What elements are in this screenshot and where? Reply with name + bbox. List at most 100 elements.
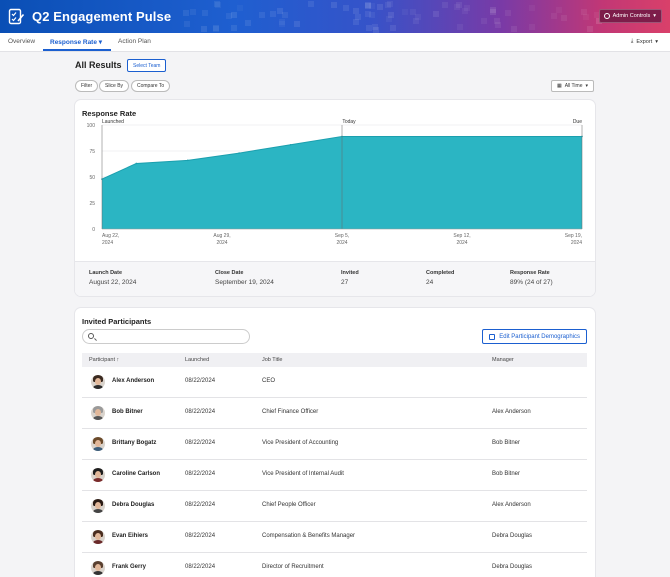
tab-overview[interactable]: Overview	[8, 38, 36, 45]
header-pattern-tile	[377, 3, 383, 10]
avatar	[91, 561, 105, 575]
stat-label: Completed	[426, 270, 455, 276]
manager-name: Bob Bitner	[492, 440, 521, 446]
column-launched[interactable]: Launched	[185, 357, 210, 363]
header-pattern-tile	[279, 20, 286, 27]
header-pattern-tile	[366, 24, 373, 31]
export-button[interactable]: ⤓ Export ▾	[631, 38, 658, 45]
avatar	[91, 406, 105, 420]
y-tick-label: 0	[92, 227, 95, 233]
calendar-icon: ▦	[556, 83, 562, 89]
table-row[interactable]: Caroline Carlson 08/22/2024 Vice President…	[82, 460, 587, 491]
table-row[interactable]: Debra Douglas 08/22/2024 Chief People Offi…	[82, 491, 587, 522]
tab-response-rate[interactable]: Response Rate ▾	[50, 38, 102, 46]
header-pattern-tile	[244, 19, 251, 26]
stat-completed: Completed 24	[426, 270, 454, 286]
header-pattern-tile	[353, 19, 360, 26]
tab-bar: Overview Response Rate ▾ Action Plan ⤓ E…	[0, 33, 670, 52]
invited-participants-title: Invited Participants	[82, 317, 152, 326]
header-pattern-tile	[401, 8, 408, 15]
compare-to-chip[interactable]: Compare To	[131, 80, 171, 92]
select-team-button[interactable]: Select Team	[127, 59, 167, 72]
x-tick-label-year: 2024	[102, 240, 113, 246]
header-pattern-tile	[352, 7, 359, 14]
app-header: Q2 Engagement Pulse Admin Controls ▾	[0, 0, 670, 33]
stat-value: 89% (24 of 27)	[510, 279, 553, 286]
search-icon	[88, 333, 94, 339]
header-pattern-tile	[560, 14, 567, 21]
caret-down-icon: ▾	[585, 83, 588, 89]
y-tick-label: 75	[89, 149, 95, 155]
header-pattern-tile	[582, 14, 589, 21]
table-row[interactable]: Evan Eihiers 08/22/2024 Compensation & Ben…	[82, 522, 587, 553]
header-pattern-tile	[307, 0, 314, 7]
launched-date: 08/22/2024	[185, 471, 216, 477]
participant-search-input[interactable]	[82, 329, 250, 344]
header-pattern-tile	[556, 7, 563, 14]
stat-value: September 19, 2024	[215, 279, 274, 286]
header-pattern-tile	[481, 17, 488, 24]
due-marker-label: Due	[573, 119, 582, 125]
response-stats: Launch Date August 22, 2024 Close Date S…	[75, 261, 595, 296]
column-participant[interactable]: Participant ↑	[89, 357, 119, 363]
table-header: Participant ↑ Launched Job Title Manager	[82, 353, 587, 367]
header-pattern-tile	[385, 1, 392, 8]
header-pattern-tile	[364, 2, 371, 9]
stat-value: 24	[426, 279, 434, 286]
stat-value: 27	[341, 279, 349, 286]
column-job-title[interactable]: Job Title	[262, 357, 283, 363]
filter-chip[interactable]: Filter	[75, 80, 99, 92]
tab-action-plan[interactable]: Action Plan	[118, 38, 151, 45]
launched-date: 08/22/2024	[185, 502, 216, 508]
avatar	[91, 375, 105, 389]
launched-date: 08/22/2024	[185, 564, 216, 570]
header-pattern-tile	[581, 9, 588, 16]
stat-label: Close Date	[215, 270, 244, 276]
table-row[interactable]: Bob Bitner 08/22/2024 Chief Finance Office…	[82, 398, 587, 429]
app-title: Q2 Engagement Pulse	[32, 9, 172, 24]
manager-name: Debra Douglas	[492, 533, 533, 539]
header-pattern-tile	[330, 2, 337, 9]
participant-name: Bob Bitner	[112, 409, 143, 415]
header-pattern-tile	[454, 3, 461, 10]
manager-name: Alex Anderson	[492, 409, 531, 415]
header-pattern-tile	[388, 12, 395, 19]
page-title: All Results	[75, 60, 122, 70]
header-pattern-tile	[259, 11, 266, 18]
header-pattern-tile	[201, 10, 208, 17]
sort-arrow-up-icon: ↑	[116, 357, 120, 363]
column-manager[interactable]: Manager	[492, 357, 514, 363]
caret-down-icon: ▾	[655, 38, 658, 45]
header-pattern-tile	[343, 5, 350, 12]
header-pattern-tile	[464, 4, 471, 11]
participant-name: Evan Eihiers	[112, 533, 149, 539]
table-row[interactable]: Brittany Bogatz 08/22/2024 Vice President …	[82, 429, 587, 460]
time-range-select[interactable]: ▦ All Time ▾	[550, 80, 594, 92]
avatar	[91, 499, 105, 513]
header-pattern-tile	[278, 18, 285, 25]
table-row[interactable]: Frank Gerry 08/22/2024 Director of Recruit…	[82, 553, 587, 577]
edit-participant-demographics-button[interactable]: Edit Participant Demographics	[482, 329, 587, 344]
header-pattern-tile	[551, 13, 558, 20]
header-pattern-tile	[282, 12, 289, 19]
stat-value: August 22, 2024	[89, 279, 137, 286]
table-row[interactable]: Alex Anderson 08/22/2024 CEO	[82, 367, 587, 398]
avatar	[91, 437, 105, 451]
job-title: Chief People Officer	[262, 502, 316, 508]
avatar	[91, 468, 105, 482]
header-pattern-tile	[214, 1, 221, 8]
admin-controls-button[interactable]: Admin Controls ▾	[598, 9, 662, 23]
header-pattern-tile	[230, 12, 237, 19]
download-icon: ⤓	[630, 38, 634, 44]
header-pattern-tile	[593, 12, 600, 19]
slice-by-chip[interactable]: Slice By	[99, 80, 130, 92]
header-pattern-tile	[457, 24, 464, 31]
participant-name: Debra Douglas	[112, 502, 155, 508]
x-tick-label: Sep 12,	[453, 233, 470, 239]
header-pattern-tile	[369, 12, 376, 19]
launched-date: 08/22/2024	[185, 378, 216, 384]
invited-participants-card: Invited Participants Edit Participant De…	[75, 308, 595, 577]
header-pattern-tile	[409, 9, 416, 16]
header-pattern-tile	[385, 15, 392, 22]
